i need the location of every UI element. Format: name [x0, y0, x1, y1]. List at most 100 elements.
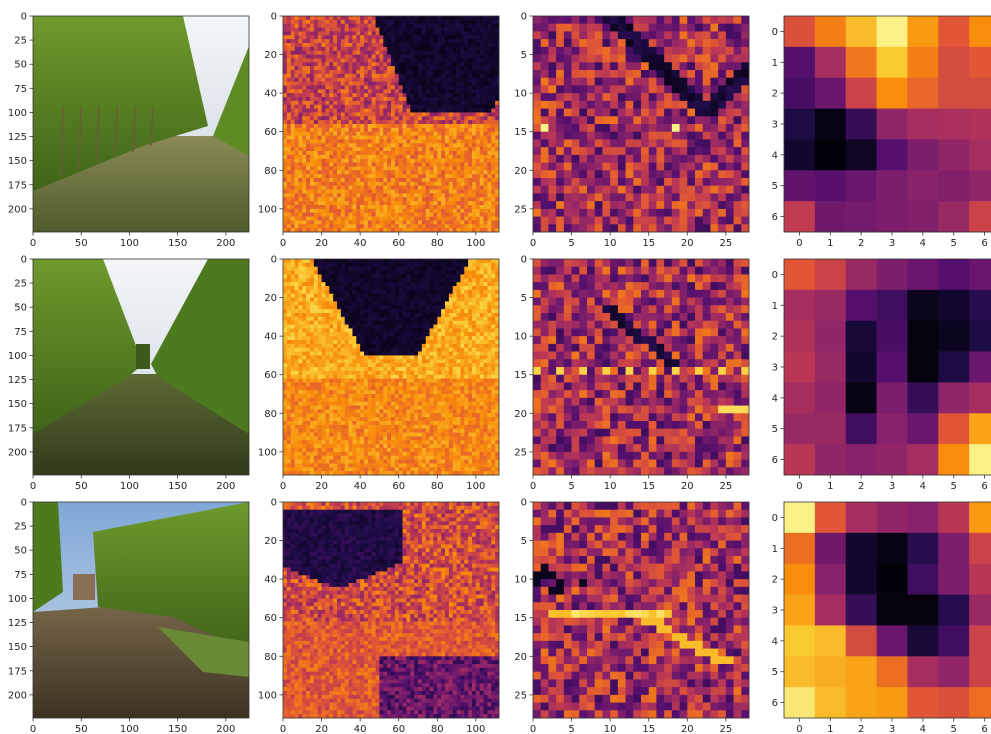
heatmap-cell [533, 77, 542, 86]
heatmap-cell [468, 35, 473, 40]
heatmap-cell [456, 274, 461, 279]
heatmap-cell [587, 70, 596, 79]
heatmap-cell [352, 50, 357, 55]
heatmap-cell [456, 77, 461, 82]
heatmap-cell [302, 205, 307, 210]
heatmap-cell [814, 201, 847, 233]
heatmap-cell [394, 35, 400, 40]
heatmap-cell [352, 309, 357, 314]
heatmap-cell [383, 216, 388, 221]
heatmap-cell [333, 301, 338, 306]
heatmap-cell [367, 278, 373, 283]
heatmap-cell [379, 27, 384, 32]
heatmap-cell [348, 170, 353, 175]
heatmap-cell [625, 100, 634, 109]
heatmap-cell [483, 54, 488, 59]
heatmap-cell [445, 282, 450, 287]
heatmap-cell [371, 205, 376, 210]
heatmap-cell [452, 93, 457, 98]
heatmap-cell [610, 62, 619, 71]
heatmap-cell [491, 178, 496, 183]
heatmap-cell [329, 193, 334, 198]
heatmap-cell [294, 228, 299, 233]
heatmap-cell [367, 124, 373, 129]
heatmap-cell [283, 151, 288, 156]
heatmap-cell [302, 158, 307, 163]
heatmap-cell [468, 147, 473, 152]
heatmap-cell [344, 178, 349, 183]
heatmap-cell [695, 54, 704, 63]
heatmap-cell [340, 35, 346, 40]
heatmap-cell [317, 316, 322, 322]
heatmap-cell [610, 131, 619, 140]
heatmap-cell [479, 73, 484, 79]
heatmap-cell [294, 23, 299, 28]
heatmap-cell [464, 189, 469, 194]
heatmap-cell [356, 143, 361, 148]
heatmap-cell [664, 23, 673, 32]
heatmap-cell [290, 73, 295, 79]
heatmap-cell [325, 185, 330, 190]
heatmap-cell [379, 313, 384, 318]
heatmap-cell [475, 135, 481, 140]
heatmap-cell [425, 282, 430, 287]
heatmap-cell [406, 224, 411, 229]
heatmap-cell [294, 205, 299, 210]
heatmap-cell [656, 162, 665, 171]
heatmap-cell [340, 154, 346, 160]
heatmap-cell [495, 205, 500, 210]
heatmap-cell [302, 309, 307, 314]
heatmap-cell [321, 81, 326, 86]
heatmap-cell [410, 193, 415, 198]
heatmap-cell [429, 151, 434, 156]
heatmap-cell [437, 205, 442, 210]
heatmap-cell [491, 16, 496, 21]
heatmap-cell [337, 216, 342, 221]
heatmap-cell [533, 62, 542, 71]
heatmap-cell [421, 259, 427, 264]
heatmap-cell [641, 16, 650, 25]
heatmap-cell [333, 181, 338, 187]
heatmap-cell [425, 39, 430, 44]
heatmap-cell [483, 282, 488, 287]
heatmap-cell [437, 286, 442, 291]
heatmap-cell [445, 77, 450, 82]
heatmap-cell [298, 212, 303, 217]
heatmap-cell [418, 293, 423, 298]
heatmap-cell [383, 147, 388, 152]
heatmap-cell [475, 31, 481, 36]
heatmap-cell [464, 289, 469, 295]
heatmap-cell [352, 293, 357, 298]
heatmap-cell [587, 116, 596, 125]
heatmap-cell [695, 201, 704, 210]
heatmap-cell [464, 185, 469, 190]
heatmap-cell [710, 154, 719, 163]
heatmap-cell [356, 205, 361, 210]
heatmap-cell [310, 216, 315, 221]
heatmap-cell [556, 100, 565, 109]
heatmap-cell [687, 178, 696, 187]
heatmap-cell [286, 197, 292, 202]
heatmap-cell [364, 158, 369, 163]
heatmap-cell [563, 208, 572, 217]
heatmap-cell [475, 154, 481, 160]
heatmap-cell [741, 70, 750, 79]
heatmap-cell [348, 181, 353, 187]
heatmap-cell [445, 43, 450, 48]
heatmap-cell [563, 39, 572, 48]
heatmap-cell [491, 216, 496, 221]
heatmap-cell [460, 309, 465, 314]
heatmap-cell [418, 116, 423, 121]
heatmap-cell [421, 62, 427, 67]
heatmap-cell [290, 77, 295, 82]
heatmap-cell [383, 19, 388, 25]
heatmap-cell [325, 70, 330, 75]
heatmap-cell [283, 58, 288, 63]
heatmap-cell [464, 162, 469, 167]
heatmap-cell [379, 282, 384, 287]
heatmap-cell [460, 58, 465, 63]
heatmap-cell [579, 147, 588, 156]
heatmap-cell [441, 181, 446, 187]
heatmap-cell [394, 66, 400, 71]
